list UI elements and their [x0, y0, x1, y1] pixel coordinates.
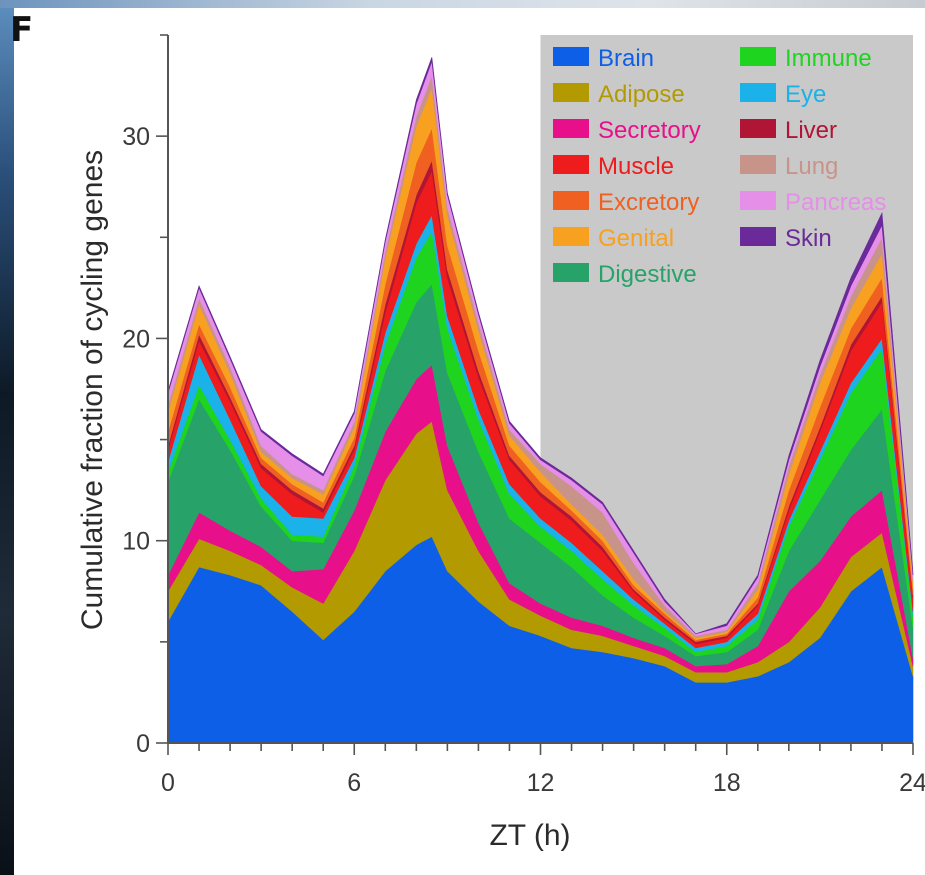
panel-label: F	[10, 10, 34, 50]
y-ticks: 0 10 20 30	[122, 34, 168, 758]
legend-swatch-liver	[740, 119, 776, 138]
legend-swatch-immune	[740, 47, 776, 66]
legend-swatch-skin	[740, 227, 776, 246]
legend-swatch-eye	[740, 83, 776, 102]
legend-label-adipose: Adipose	[598, 81, 685, 108]
legend: Brain Adipose Secretory Muscle Excretory Geni…	[553, 45, 886, 288]
y-tick-label: 10	[122, 528, 150, 556]
legend-label-brain: Brain	[598, 45, 654, 72]
x-axis-title: ZT (h)	[489, 819, 570, 852]
area-series-layer	[167, 57, 914, 744]
x-tick-label: 0	[161, 769, 175, 797]
x-tick-label: 6	[347, 769, 361, 797]
x-tick-label: 24	[899, 769, 925, 797]
legend-swatch-pancreas	[740, 191, 776, 210]
legend-label-secretory: Secretory	[598, 117, 701, 144]
y-tick-label: 30	[122, 123, 150, 151]
legend-label-liver: Liver	[785, 117, 837, 144]
legend-label-lung: Lung	[785, 153, 838, 180]
legend-label-digestive: Digestive	[598, 261, 697, 288]
legend-label-excretory: Excretory	[598, 189, 699, 216]
background-photo-strip	[0, 0, 14, 875]
legend-label-immune: Immune	[785, 45, 872, 72]
x-ticks: 0 6 12 18 24	[161, 743, 925, 797]
y-axis-title: Cumulative fraction of cycling genes	[76, 150, 109, 630]
legend-swatch-brain	[553, 47, 589, 66]
legend-label-pancreas: Pancreas	[785, 189, 886, 216]
legend-swatch-secretory	[553, 119, 589, 138]
legend-swatch-adipose	[553, 83, 589, 102]
legend-swatch-digestive	[553, 263, 589, 282]
background-photo-top-strip	[0, 0, 925, 8]
legend-swatch-muscle	[553, 155, 589, 174]
legend-label-muscle: Muscle	[598, 153, 674, 180]
y-tick-label: 20	[122, 325, 150, 353]
legend-label-eye: Eye	[785, 81, 826, 108]
x-tick-label: 12	[527, 769, 555, 797]
x-tick-label: 18	[713, 769, 741, 797]
area-skin	[167, 57, 914, 635]
legend-swatch-excretory	[553, 191, 589, 210]
legend-swatch-genital	[553, 227, 589, 246]
legend-label-genital: Genital	[598, 225, 674, 252]
y-tick-label: 0	[136, 730, 150, 758]
legend-label-skin: Skin	[785, 225, 832, 252]
legend-swatch-lung	[740, 155, 776, 174]
